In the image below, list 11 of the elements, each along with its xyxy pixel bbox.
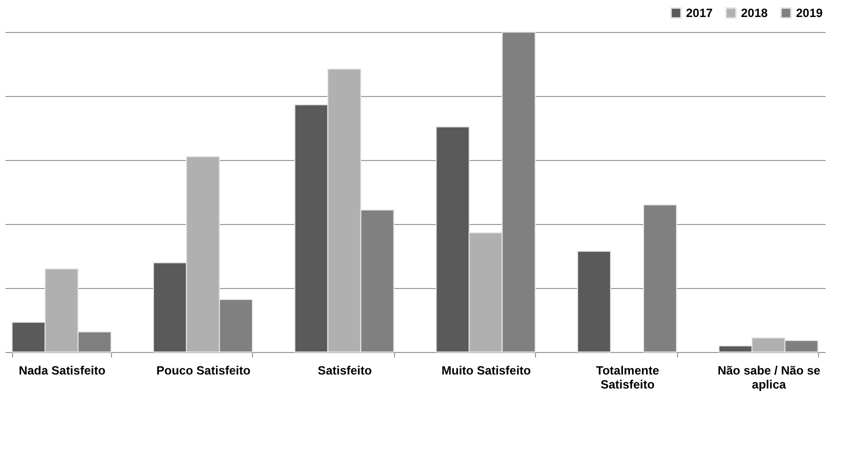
bar xyxy=(577,250,612,352)
x-tick-label: Não sabe / Não se aplica xyxy=(718,364,821,392)
x-tick-label: Nada Satisfeito xyxy=(18,364,106,378)
x-tick-label: Pouco Satisfeito xyxy=(156,364,250,378)
legend-label: 2019 xyxy=(796,6,824,20)
legend-label: 2018 xyxy=(741,6,768,20)
legend-label: 2017 xyxy=(686,6,714,20)
bar xyxy=(643,204,678,352)
x-tick-label: Muito Satisfeito xyxy=(442,364,531,378)
x-tick-label: Satisfeito xyxy=(318,364,372,378)
x-tick-label: Totalmente Satisfeito xyxy=(596,364,660,392)
